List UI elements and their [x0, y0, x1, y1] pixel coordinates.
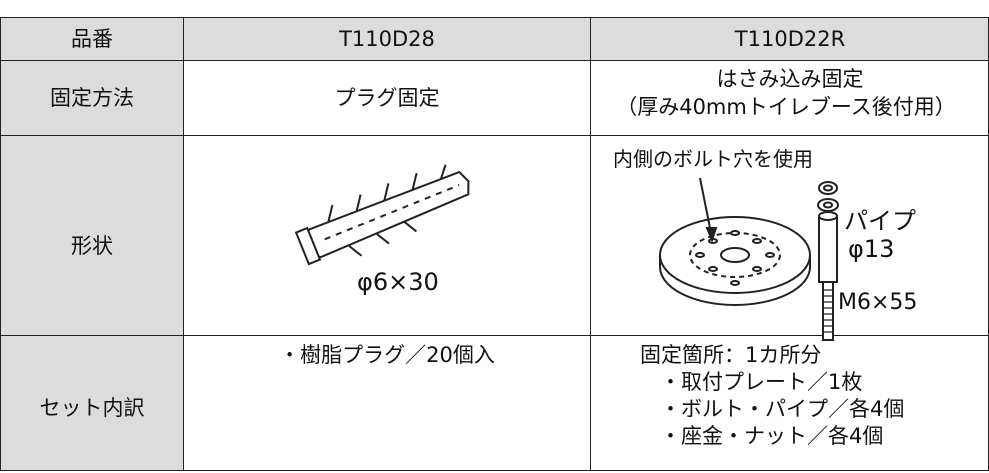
header-text: T110D22R — [734, 27, 846, 51]
cell-text: ・取付プレート／1枚 — [660, 370, 863, 394]
figure-label: φ13 — [848, 235, 895, 263]
cell-text: 固定箇所：1カ所分 — [640, 343, 822, 367]
bolt-illustration — [817, 181, 839, 341]
header-text: 品番 — [71, 27, 113, 51]
figure-label: M6×55 — [838, 290, 918, 315]
figure-label: 内側のボルト穴を使用 — [613, 147, 813, 171]
cell-text: （厚み40mmトイレブース後付用） — [616, 95, 956, 119]
row-label: 形状 — [71, 234, 113, 258]
cell-text: ・座金・ナット／各4個 — [660, 424, 884, 448]
row-label: 固定方法 — [50, 86, 134, 110]
cell-text: はさみ込み固定 — [716, 67, 864, 91]
row-label: セット内訳 — [39, 396, 145, 420]
figure-label: φ6×30 — [357, 268, 439, 296]
cell-text: ・ボルト・パイプ／各4個 — [660, 397, 905, 421]
label-cell — [0, 60, 184, 136]
plug-illustration — [294, 164, 470, 266]
header-text: T110D28 — [339, 27, 435, 51]
header-cell — [183, 17, 591, 61]
label-cell — [0, 135, 184, 336]
header-cell — [0, 17, 184, 61]
cell-text: ・樹脂プラグ／20個入 — [279, 343, 495, 367]
figure-label: パイプ — [844, 207, 916, 235]
cell-text: プラグ固定 — [334, 86, 440, 110]
plate-illustration — [659, 177, 811, 306]
